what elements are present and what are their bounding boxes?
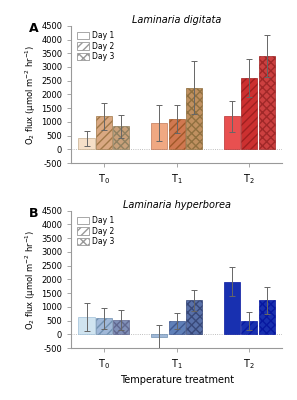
Bar [186,88,202,150]
Bar [259,300,275,334]
Bar [113,126,129,150]
Bar [241,78,257,150]
Bar [151,334,167,337]
X-axis label: Temperature treatment: Temperature treatment [120,375,234,385]
Text: B: B [29,206,39,220]
Bar [224,116,240,150]
Bar [96,116,112,150]
Legend: Day 1, Day 2, Day 3: Day 1, Day 2, Day 3 [75,214,116,248]
Bar [113,320,129,334]
Legend: Day 1, Day 2, Day 3: Day 1, Day 2, Day 3 [75,30,116,63]
Text: A: A [29,22,39,35]
Y-axis label: O$_2$ flux (μmol m$^{-2}$ hr$^{-1}$): O$_2$ flux (μmol m$^{-2}$ hr$^{-1}$) [24,229,38,330]
Bar [96,318,112,334]
Title: Laminaria digitata: Laminaria digitata [132,15,221,25]
Bar [169,119,185,150]
Bar [78,317,94,334]
Y-axis label: O$_2$ flux (μmol m$^{-2}$ hr$^{-1}$): O$_2$ flux (μmol m$^{-2}$ hr$^{-1}$) [24,44,38,145]
Bar [151,123,167,150]
Bar [78,138,94,150]
Bar [186,300,202,334]
Bar [224,282,240,334]
Bar [169,321,185,334]
Bar [241,321,257,334]
Title: Laminaria hyperborea: Laminaria hyperborea [123,200,230,210]
Bar [259,56,275,150]
